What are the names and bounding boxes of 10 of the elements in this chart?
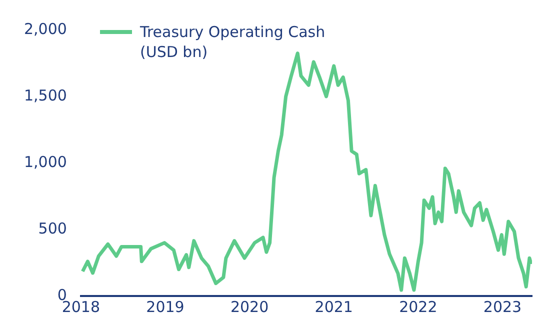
- x-tick-label: 2020: [230, 298, 269, 316]
- legend-label: Treasury Operating Cash (USD bn): [140, 22, 326, 62]
- y-tick-label: 1,000: [24, 152, 67, 171]
- x-tick-label: 2022: [399, 298, 438, 316]
- y-tick-label: 500: [38, 219, 67, 238]
- y-tick-label: 2,000: [24, 20, 67, 38]
- y-tick-label: 1,500: [24, 86, 67, 104]
- x-tick-label: 2021: [314, 298, 353, 316]
- x-tick-label: 2019: [146, 298, 184, 316]
- x-tick-label: 2023: [483, 298, 522, 316]
